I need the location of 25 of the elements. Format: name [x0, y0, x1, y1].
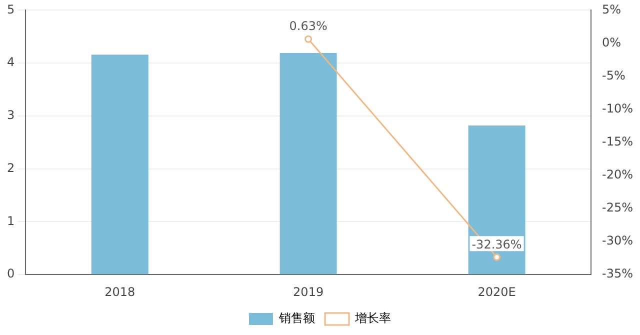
x-tick-label: 2019	[293, 284, 324, 299]
bar	[91, 54, 148, 274]
legend-label: 增长率	[354, 311, 391, 326]
x-tick-label: 2018	[104, 284, 136, 299]
y2-tick-label: 5%	[602, 2, 622, 16]
y-tick-label: 4	[6, 55, 15, 70]
y2-tick-label: -10%	[602, 101, 634, 116]
data-label: -32.36%	[472, 237, 522, 252]
y2-tick-label: 0%	[602, 35, 622, 50]
y-tick-label: 1	[6, 214, 15, 228]
bar	[468, 125, 526, 274]
y-tick-label: 5	[6, 2, 15, 16]
y2-tick-label: -35%	[602, 266, 634, 281]
bar	[280, 53, 337, 274]
y2-tick-label: -20%	[602, 168, 634, 182]
y-tick-label: 2	[6, 160, 15, 175]
y2-tick-label: -25%	[602, 200, 634, 215]
y2-tick-label: -30%	[602, 234, 634, 248]
y-tick-label: 0	[6, 266, 15, 281]
y2-tick-label: -15%	[602, 134, 634, 149]
data-label: 0.63%	[289, 19, 328, 34]
y-tick-label: 3	[6, 108, 15, 122]
legend-label: 销售额	[278, 311, 315, 326]
y2-tick-label: -5%	[602, 68, 626, 82]
x-tick-label: 2020E	[478, 284, 516, 299]
